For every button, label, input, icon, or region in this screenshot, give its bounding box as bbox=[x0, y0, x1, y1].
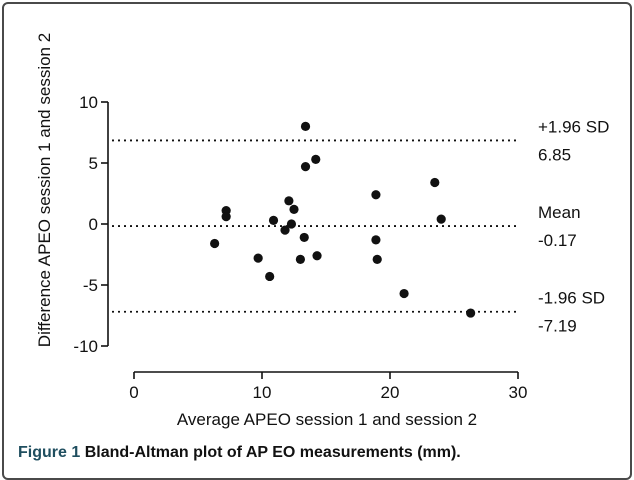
reference-line-value: -7.19 bbox=[538, 317, 577, 336]
reference-line-label: Mean bbox=[538, 203, 581, 222]
axes: -10 -5 0 5 10 0 10 20 30 bbox=[73, 93, 527, 402]
reference-line-value: 6.85 bbox=[538, 145, 571, 164]
x-tick-label: 30 bbox=[509, 383, 528, 402]
data-points bbox=[210, 121, 476, 318]
x-axis-label: Average APEO session 1 and session 2 bbox=[177, 410, 477, 429]
caption-text: Bland-Altman plot of AP EO measurements … bbox=[84, 444, 461, 461]
data-point bbox=[371, 235, 381, 245]
y-axis-label: Difference APEO session 1 and session 2 bbox=[35, 33, 54, 347]
y-tick-label: -10 bbox=[73, 337, 98, 356]
axis-labels: Average APEO session 1 and session 2 Dif… bbox=[35, 33, 477, 429]
data-point bbox=[311, 154, 321, 164]
data-point bbox=[268, 215, 279, 225]
reference-line-label: +1.96 SD bbox=[538, 117, 609, 136]
data-point bbox=[300, 162, 311, 172]
reference-line-value: -0.17 bbox=[538, 231, 577, 250]
data-point bbox=[210, 238, 220, 249]
data-point bbox=[299, 232, 309, 243]
data-point bbox=[312, 251, 322, 261]
data-point bbox=[372, 254, 382, 264]
data-point bbox=[399, 288, 409, 299]
reference-lines: +1.96 SD 6.85 Mean -0.17 -1.96 SD -7.19 bbox=[112, 117, 609, 336]
y-tick-label: 10 bbox=[79, 93, 98, 112]
x-tick-label: 10 bbox=[253, 383, 272, 402]
data-point bbox=[289, 204, 299, 214]
data-point bbox=[300, 121, 311, 131]
x-tick-label: 0 bbox=[129, 383, 138, 402]
data-point bbox=[430, 177, 440, 188]
y-tick-label: 5 bbox=[89, 154, 98, 173]
bland-altman-plot: -10 -5 0 5 10 0 10 20 30 +1.96 SD 6.85 Mean -0.17 -1… bbox=[35, 33, 609, 429]
data-point bbox=[436, 214, 446, 224]
y-tick-label: 0 bbox=[89, 215, 98, 234]
data-point bbox=[280, 225, 290, 235]
data-point bbox=[253, 253, 263, 263]
data-point bbox=[466, 308, 476, 318]
data-point bbox=[265, 271, 275, 282]
reference-line-label: -1.96 SD bbox=[538, 289, 605, 308]
caption-figure-number: Figure 1 bbox=[18, 444, 81, 461]
data-point bbox=[295, 254, 305, 264]
data-point bbox=[286, 219, 297, 229]
data-point bbox=[371, 190, 381, 200]
y-tick-label: -5 bbox=[83, 276, 98, 295]
data-point bbox=[221, 212, 231, 222]
x-tick-label: 20 bbox=[381, 383, 400, 402]
data-point bbox=[284, 196, 294, 206]
figure-caption: Figure 1 Bland-Altman plot of AP EO meas… bbox=[18, 444, 461, 462]
